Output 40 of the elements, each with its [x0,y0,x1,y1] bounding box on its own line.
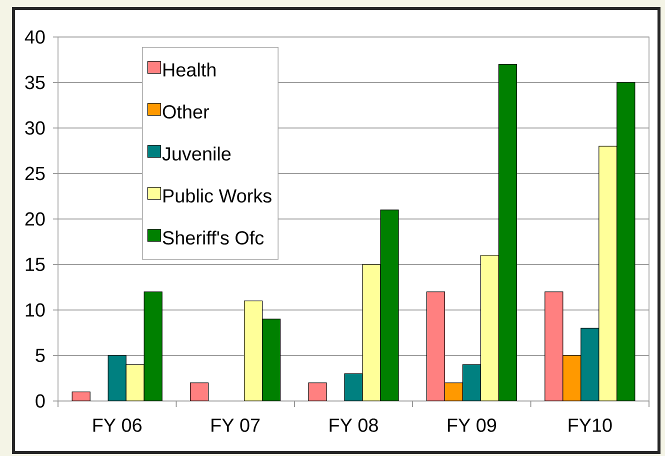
y-tick-label: 30 [25,121,45,135]
bar [262,318,281,401]
bar [308,382,327,401]
y-tick-label: 40 [24,30,45,44]
y-tick-label: 20 [25,212,45,226]
legend-label: Health [164,62,216,77]
x-tick-label: FY 08 [330,418,378,432]
bar [362,264,381,401]
x-tick-label: FY 09 [448,418,496,432]
x-tick-label: FY 06 [93,418,142,432]
bar [480,255,500,401]
bar [616,82,636,401]
legend-label: Other [162,104,210,119]
legend-label: Public Works [164,188,272,203]
x-tick-label: FY10 [568,418,612,432]
y-tick-label: 0 [36,394,45,408]
y-tick-label: 35 [25,76,45,90]
bar [426,291,446,401]
legend-label: Sheriff's Ofc [162,230,264,245]
bar [244,300,263,401]
bar [562,355,582,401]
bar [498,64,518,401]
bar [72,392,90,401]
bar [462,364,482,401]
bar [126,364,144,401]
bar [580,328,600,401]
bar [598,146,618,401]
bar [544,291,564,401]
bar [344,373,363,401]
y-tick-label: 25 [25,166,45,180]
y-tick-label: 5 [36,348,45,362]
y-tick-label: 15 [26,258,45,272]
bar [380,210,399,401]
x-tick-label: FY 07 [212,418,260,432]
bar [444,382,464,401]
y-tick-label: 10 [26,303,45,317]
bar [190,382,209,401]
legend-label: Juvenile [162,146,231,161]
bar [144,291,162,401]
bar [108,355,126,401]
